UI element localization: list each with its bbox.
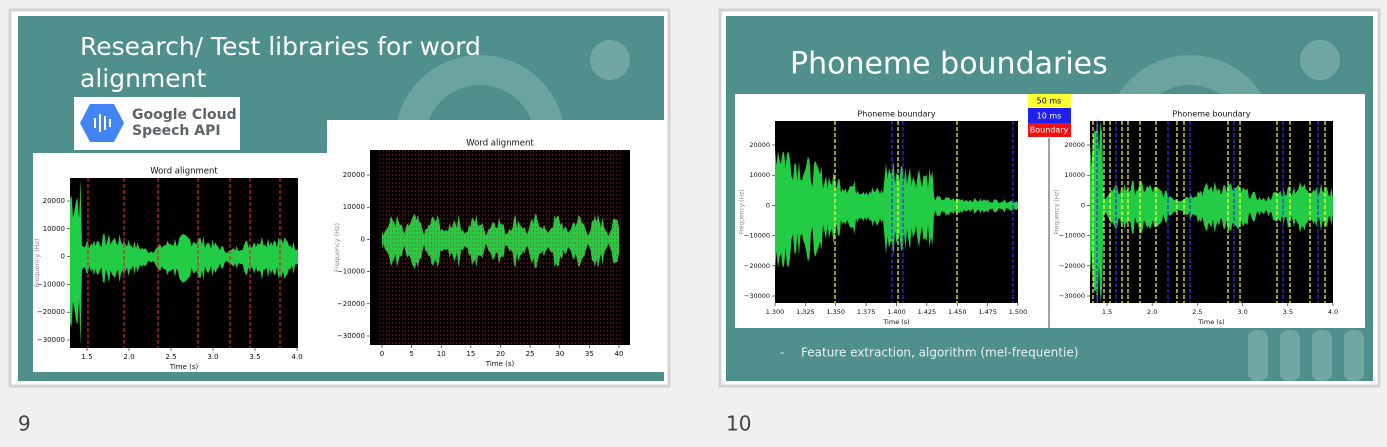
- waveform: [70, 179, 298, 346]
- waveform: [1090, 117, 1333, 307]
- x-tick-label: 3.5: [249, 353, 260, 361]
- x-tick-label: 5: [409, 350, 413, 358]
- x-tick-label: 0: [380, 350, 384, 358]
- legend-swatch: [1028, 108, 1071, 123]
- x-tick-label: 10: [437, 350, 446, 358]
- x-tick-label: 15: [466, 350, 475, 358]
- x-axis-label: Time (s): [485, 360, 515, 368]
- y-tick-label: 0: [61, 253, 65, 261]
- y-tick-label: −20000: [1059, 262, 1085, 270]
- chart-title: Phoneme boundary: [1172, 110, 1250, 119]
- x-tick-label: 1.5: [81, 353, 92, 361]
- legend-label: Boundary: [1030, 126, 1069, 135]
- x-tick-label: 3.0: [1237, 308, 1247, 316]
- y-tick-label: 20000: [1064, 141, 1085, 149]
- x-axis-label: Time (s): [882, 318, 909, 326]
- y-tick-label: 0: [361, 235, 365, 243]
- legend-label: 50 ms: [1037, 97, 1062, 106]
- logo-text: Speech API: [132, 123, 221, 139]
- x-tick-label: 1.375: [857, 308, 876, 316]
- y-tick-label: 0: [766, 201, 770, 209]
- x-tick-label: 1.300: [766, 308, 785, 316]
- y-tick-label: −30000: [337, 332, 365, 340]
- slide-number: 10: [726, 412, 751, 436]
- y-tick-label: −10000: [744, 232, 770, 240]
- y-tick-label: −10000: [37, 280, 65, 288]
- y-axis-label: Frequency (Hz): [333, 223, 341, 272]
- x-tick-label: 20: [496, 350, 505, 358]
- decoration: [1248, 330, 1364, 381]
- y-tick-label: 10000: [749, 171, 770, 179]
- x-tick-label: 2.5: [165, 353, 176, 361]
- waveform: [382, 213, 619, 270]
- y-tick-label: −10000: [337, 268, 365, 276]
- decoration: [590, 40, 630, 80]
- y-tick-label: 20000: [343, 171, 365, 179]
- slide-number: 9: [18, 412, 31, 436]
- x-tick-label: 1.475: [978, 308, 997, 316]
- y-tick-label: 20000: [43, 197, 65, 205]
- x-tick-label: 35: [585, 350, 594, 358]
- x-tick-label: 1.400: [887, 308, 906, 316]
- logo-bars: [94, 114, 111, 132]
- y-tick-label: −20000: [744, 262, 770, 270]
- x-tick-label: 4.0: [291, 353, 302, 361]
- y-tick-label: −30000: [37, 336, 65, 344]
- y-axis-label: Frequency (Hz): [739, 189, 746, 234]
- x-tick-label: 1.425: [918, 308, 937, 316]
- slide-title: Research/ Test libraries for word: [80, 32, 481, 61]
- x-tick-label: 3.5: [1283, 308, 1293, 316]
- y-tick-label: −20000: [37, 308, 65, 316]
- legend-label: 10 ms: [1037, 112, 1062, 121]
- x-tick-label: 25: [526, 350, 535, 358]
- y-axis-label: Frequency (Hz): [33, 238, 41, 287]
- x-tick-label: 30: [555, 350, 564, 358]
- x-tick-label: 2.5: [1192, 308, 1202, 316]
- x-tick-label: 2.0: [1147, 308, 1157, 316]
- y-tick-label: 20000: [749, 141, 770, 149]
- x-tick-label: 1.500: [1009, 308, 1028, 316]
- y-tick-label: −10000: [1059, 232, 1085, 240]
- chart-title: Word alignment: [466, 139, 534, 149]
- x-axis-label: Time (s): [1197, 318, 1224, 326]
- y-tick-label: 10000: [343, 203, 365, 211]
- x-tick-label: 2.0: [123, 353, 134, 361]
- y-tick-label: −30000: [1059, 292, 1085, 300]
- y-tick-label: 0: [1081, 201, 1085, 209]
- logo-text: Google Cloud: [132, 107, 237, 123]
- x-tick-label: 1.325: [796, 308, 815, 316]
- x-tick-label: 1.350: [826, 308, 845, 316]
- x-tick-label: 1.5: [1102, 308, 1112, 316]
- bullet-dash: -: [780, 346, 784, 360]
- y-tick-label: 10000: [43, 225, 65, 233]
- legend-swatch: [1028, 123, 1071, 137]
- chart-title: Word alignment: [150, 167, 218, 177]
- slide-title: Phoneme boundaries: [790, 47, 1108, 82]
- chart-title: Phoneme boundary: [857, 110, 935, 119]
- slide-title: alignment: [80, 64, 207, 93]
- bullet-text: Feature extraction, algorithm (mel-frequ…: [801, 346, 1078, 360]
- legend-swatch: [1028, 94, 1071, 108]
- x-tick-label: 4.0: [1328, 308, 1338, 316]
- x-tick-label: 3.0: [207, 353, 218, 361]
- x-tick-label: 1.450: [948, 308, 967, 316]
- x-tick-label: 40: [615, 350, 624, 358]
- logo-icon: [80, 104, 124, 142]
- x-axis-label: Time (s): [169, 363, 199, 371]
- waveform: [775, 149, 1018, 271]
- decoration: [1300, 40, 1340, 80]
- y-tick-label: −20000: [337, 300, 365, 308]
- y-axis-label: Frequency (Hz): [1054, 189, 1061, 234]
- y-tick-label: −30000: [744, 292, 770, 300]
- y-tick-label: 10000: [1064, 171, 1085, 179]
